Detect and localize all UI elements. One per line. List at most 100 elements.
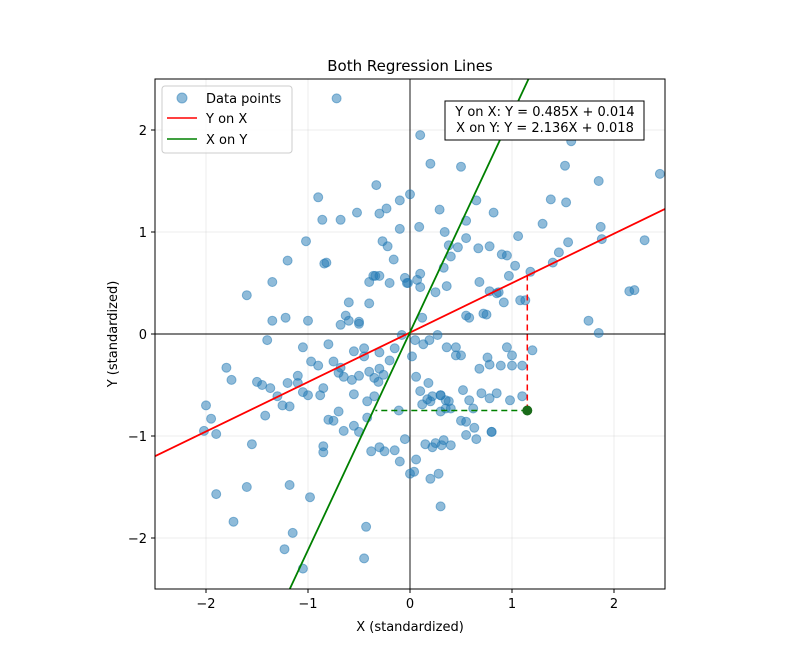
data-point [366,446,377,457]
data-point [517,391,528,402]
data-point [348,389,359,400]
data-point [415,386,426,397]
data-point [282,255,293,266]
data-point [323,339,334,350]
data-point [369,391,380,402]
data-point [405,189,415,200]
data-point [411,371,422,382]
data-point [301,236,311,247]
data-point [284,401,295,412]
data-point [563,237,574,248]
data-point [246,439,257,450]
regression-lines [154,78,666,590]
x-tick-label: −1 [298,597,317,612]
data-point [441,342,452,353]
data-point [267,315,278,326]
data-point [377,236,388,247]
data-point [505,395,515,406]
data-point [468,403,479,414]
data-point [343,297,354,308]
data-point [260,410,271,421]
data-point [394,223,405,234]
data-point [545,194,556,205]
data-point [354,316,364,327]
data-point [321,257,332,268]
data-point [352,207,362,218]
data-point [527,345,538,356]
data-point [498,297,509,308]
data-point [211,429,222,439]
data-point [583,315,594,326]
equation-annotation: Y on X: Y = 0.485X + 0.014 X on Y: Y = 2… [444,100,645,141]
data-point [369,372,380,383]
data-point [359,343,370,354]
data-point [488,207,499,218]
data-point [335,214,346,225]
data-point [471,434,482,445]
data-point [206,413,217,424]
legend-box [161,85,293,154]
data-point [469,422,480,433]
highlight-point [522,405,533,416]
data-point [441,281,452,292]
data-point [338,425,349,436]
data-point [317,214,328,225]
data-point [417,399,428,410]
data-point [368,270,379,281]
data-point [407,351,417,362]
data-point [333,406,344,417]
data-point [389,445,400,456]
y-tick-label: 2 [139,124,147,139]
data-point [639,235,650,246]
data-point [410,335,421,346]
data-point [595,221,606,232]
data-point [501,250,512,261]
data-point [507,350,517,361]
ticks: −2 −1 0 1 2 −2 −1 0 1 2 [128,124,618,612]
data-point [434,204,445,215]
data-point [265,383,276,394]
data-point [388,254,399,265]
data-point [439,227,450,237]
data-point [461,430,472,440]
data-point [381,203,392,214]
data-point [313,192,324,203]
data-point [537,218,548,229]
data-point [211,489,222,500]
data-point [318,441,329,452]
data-point [394,195,405,206]
data-point [425,158,436,169]
data-point [284,480,295,490]
data-point [267,277,278,287]
data-point [501,342,512,353]
data-point [474,363,485,374]
data-point [510,260,521,271]
data-point [414,221,425,232]
data-point [553,247,564,258]
data-point [461,233,472,244]
data-point [384,355,395,366]
data-point [297,342,308,353]
data-point [262,335,273,346]
data-point [461,310,472,321]
data-point [359,553,370,564]
data-point [458,385,468,396]
data-point [362,396,373,407]
x-tick-label: 0 [406,597,414,612]
data-point [423,378,434,388]
data-point [517,360,528,371]
data-point [424,335,435,346]
scatter-points [199,93,665,574]
y-tick-label: −2 [128,532,147,547]
data-point [328,415,339,426]
data-point [313,360,324,371]
legend: Data points Y on X X on Y [161,85,293,154]
data-point [432,330,443,340]
y-tick-label: 0 [139,328,147,343]
data-point [282,378,293,388]
data-point [560,160,570,171]
data-point [257,380,268,390]
data-point [593,176,604,186]
legend-label-x-on-y: X on Y [206,133,247,148]
data-point [303,390,313,401]
